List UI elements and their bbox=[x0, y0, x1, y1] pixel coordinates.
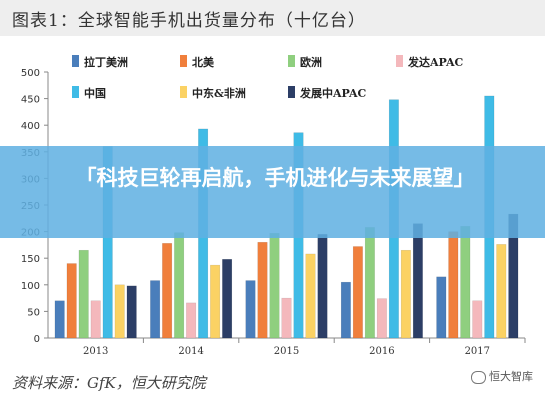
y-tick-label: 100 bbox=[21, 281, 40, 292]
legend-swatch bbox=[72, 55, 79, 67]
wechat-icon bbox=[471, 370, 486, 384]
bar bbox=[460, 226, 471, 339]
bar bbox=[126, 285, 137, 339]
legend-swatch bbox=[180, 86, 187, 98]
legend-label: 发展中APAC bbox=[299, 86, 367, 100]
y-tick-label: 0 bbox=[34, 334, 40, 345]
bar bbox=[245, 280, 256, 339]
x-tick-label: 2017 bbox=[465, 346, 490, 357]
bar bbox=[472, 300, 483, 339]
bar bbox=[305, 253, 316, 339]
legend-label: 发达APAC bbox=[407, 55, 464, 69]
bar bbox=[281, 297, 292, 339]
bar bbox=[317, 234, 328, 339]
bar bbox=[210, 264, 221, 339]
bar bbox=[222, 259, 233, 339]
legend-label: 北美 bbox=[192, 55, 215, 69]
title-bar: 图表1：全球智能手机出货量分布（十亿台） bbox=[0, 0, 545, 36]
bar bbox=[150, 280, 161, 339]
legend-swatch bbox=[288, 55, 295, 67]
chart-title: 图表1：全球智能手机出货量分布（十亿台） bbox=[12, 11, 366, 31]
bar bbox=[66, 263, 77, 339]
legend-swatch bbox=[396, 55, 403, 67]
bar bbox=[364, 227, 375, 339]
watermark-text: 恒大智库 bbox=[489, 370, 533, 383]
banner-text: 「科技巨轮再启航，手机进化与未来展望」 bbox=[75, 166, 475, 190]
bar bbox=[78, 249, 89, 339]
bar bbox=[174, 232, 185, 339]
bar bbox=[114, 284, 125, 339]
bar bbox=[162, 243, 173, 339]
watermark: 恒大智库 bbox=[471, 368, 533, 384]
banner-overlay: 「科技巨轮再启航，手机进化与未来展望」 bbox=[0, 146, 545, 238]
bar bbox=[340, 281, 351, 339]
bar bbox=[436, 276, 447, 339]
legend-swatch bbox=[180, 55, 187, 67]
legend-label: 中国 bbox=[84, 86, 106, 100]
y-tick-label: 150 bbox=[21, 254, 40, 265]
legend-label: 拉丁美洲 bbox=[84, 55, 128, 69]
bar bbox=[376, 298, 387, 339]
y-tick-label: 450 bbox=[21, 95, 40, 106]
y-tick-label: 50 bbox=[27, 307, 40, 318]
bar bbox=[269, 232, 280, 339]
legend-label: 中东&非洲 bbox=[192, 86, 246, 100]
bar bbox=[496, 244, 507, 339]
bar bbox=[412, 223, 423, 339]
bar bbox=[400, 249, 411, 339]
bar bbox=[257, 241, 268, 339]
x-tick-label: 2015 bbox=[274, 346, 299, 357]
bar bbox=[90, 300, 101, 339]
legend-swatch bbox=[72, 86, 79, 98]
x-tick-label: 2013 bbox=[83, 346, 108, 357]
source-note: 资料来源：GfK，恒大研究院 bbox=[12, 374, 206, 392]
bar bbox=[54, 300, 65, 339]
bar bbox=[186, 302, 197, 339]
bar bbox=[448, 231, 459, 339]
legend-label: 欧洲 bbox=[300, 55, 322, 69]
x-tick-label: 2014 bbox=[178, 346, 203, 357]
y-tick-label: 400 bbox=[21, 121, 40, 132]
bar bbox=[352, 246, 363, 339]
legend-swatch bbox=[288, 86, 295, 98]
x-tick-label: 2016 bbox=[369, 346, 394, 357]
y-tick-label: 500 bbox=[21, 68, 40, 79]
